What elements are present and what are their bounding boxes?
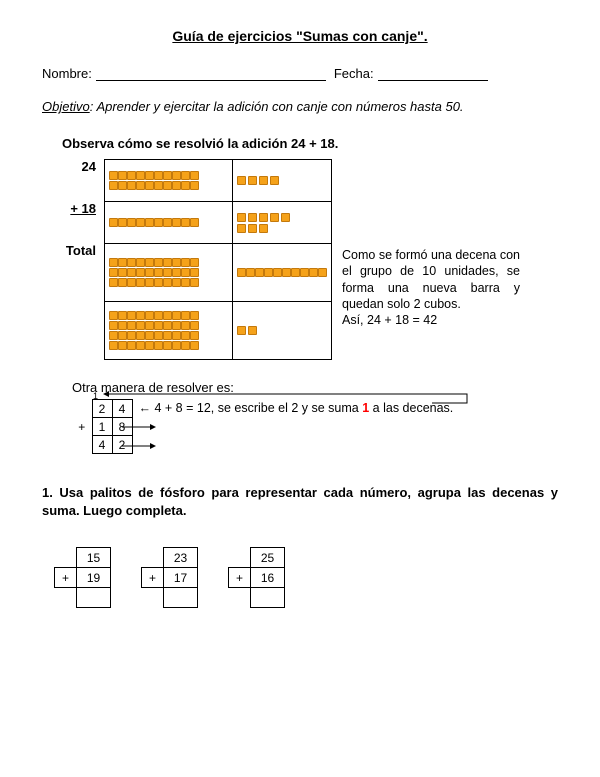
page-title: Guía de ejercicios "Sumas con canje". xyxy=(42,28,558,44)
mini-problem: 15+19 xyxy=(54,547,111,608)
label-24: 24 xyxy=(62,159,96,201)
ones-cell xyxy=(233,302,332,360)
column-addition-table: 24 +18 42 xyxy=(72,399,133,454)
label-total: Total xyxy=(62,243,96,285)
column-explanation: ← 4 + 8 = 12, se escribe el 2 y se suma … xyxy=(139,401,454,415)
ones-cell xyxy=(233,244,332,302)
row-labels: 24 + 18 Total xyxy=(62,159,104,360)
ones-cell xyxy=(233,160,332,202)
cell-r1o: 4 xyxy=(112,400,132,418)
objective: Objetivo: Aprender y ejercitar la adició… xyxy=(42,99,558,114)
mini-problem: 25+16 xyxy=(228,547,285,608)
mini-a: 23 xyxy=(164,548,198,568)
mini-b: 19 xyxy=(77,568,111,588)
tens-cell xyxy=(105,302,233,360)
observe-text: Observa cómo se resolvió la adición 24 +… xyxy=(62,136,558,151)
mini-answer[interactable] xyxy=(251,588,285,608)
mini-b: 17 xyxy=(164,568,198,588)
exercise-1-prompt: 1. Usa palitos de fósforo para represent… xyxy=(42,484,558,519)
cell-r3t: 4 xyxy=(92,436,112,454)
mini-answer[interactable] xyxy=(164,588,198,608)
expl-post: a las decenas. xyxy=(369,401,453,415)
name-label: Nombre: xyxy=(42,66,92,81)
other-way-label: Otra manera de resolver es: xyxy=(72,380,558,395)
cell-r2t: 1 xyxy=(92,418,112,436)
other-way-section: Otra manera de resolver es: 1 24 +18 42 … xyxy=(72,380,558,454)
side-text-1: Como se formó una decena con el grupo de… xyxy=(342,247,520,312)
mini-problem: 23+17 xyxy=(141,547,198,608)
objective-text: : Aprender y ejercitar la adición con ca… xyxy=(90,99,464,114)
tens-cell xyxy=(105,202,233,244)
ones-cell xyxy=(233,202,332,244)
date-label: Fecha: xyxy=(334,66,374,81)
mini-problems-row: 15+1923+1725+16 xyxy=(54,547,558,608)
side-text-2: Así, 24 + 18 = 42 xyxy=(342,312,520,328)
cell-r2o: 8 xyxy=(112,418,132,436)
tens-cell xyxy=(105,160,233,202)
name-input-line[interactable] xyxy=(96,67,326,81)
cell-plus: + xyxy=(72,418,92,436)
mini-plus: + xyxy=(229,568,251,588)
mini-a: 25 xyxy=(251,548,285,568)
side-explanation: Como se formó una decena con el grupo de… xyxy=(342,159,520,360)
example-section: 24 + 18 Total Como se formó una decena c… xyxy=(62,159,558,360)
mini-a: 15 xyxy=(77,548,111,568)
header-fields: Nombre: Fecha: xyxy=(42,66,558,81)
tens-cell xyxy=(105,244,233,302)
mini-plus: + xyxy=(142,568,164,588)
cell-r1t: 2 xyxy=(92,400,112,418)
mini-answer[interactable] xyxy=(77,588,111,608)
date-input-line[interactable] xyxy=(378,67,488,81)
label-plus18: + 18 xyxy=(62,201,96,243)
mini-plus: + xyxy=(55,568,77,588)
carry-one: 1 xyxy=(93,391,98,401)
column-sum: 1 24 +18 42 ← 4 + 8 = 12, se escribe el … xyxy=(72,399,558,454)
blocks-table xyxy=(104,159,332,360)
mini-b: 16 xyxy=(251,568,285,588)
cell-r3o: 2 xyxy=(112,436,132,454)
expl-pre: ← 4 + 8 = 12, se escribe el 2 y se suma xyxy=(139,401,363,415)
objective-label: Objetivo xyxy=(42,99,90,114)
